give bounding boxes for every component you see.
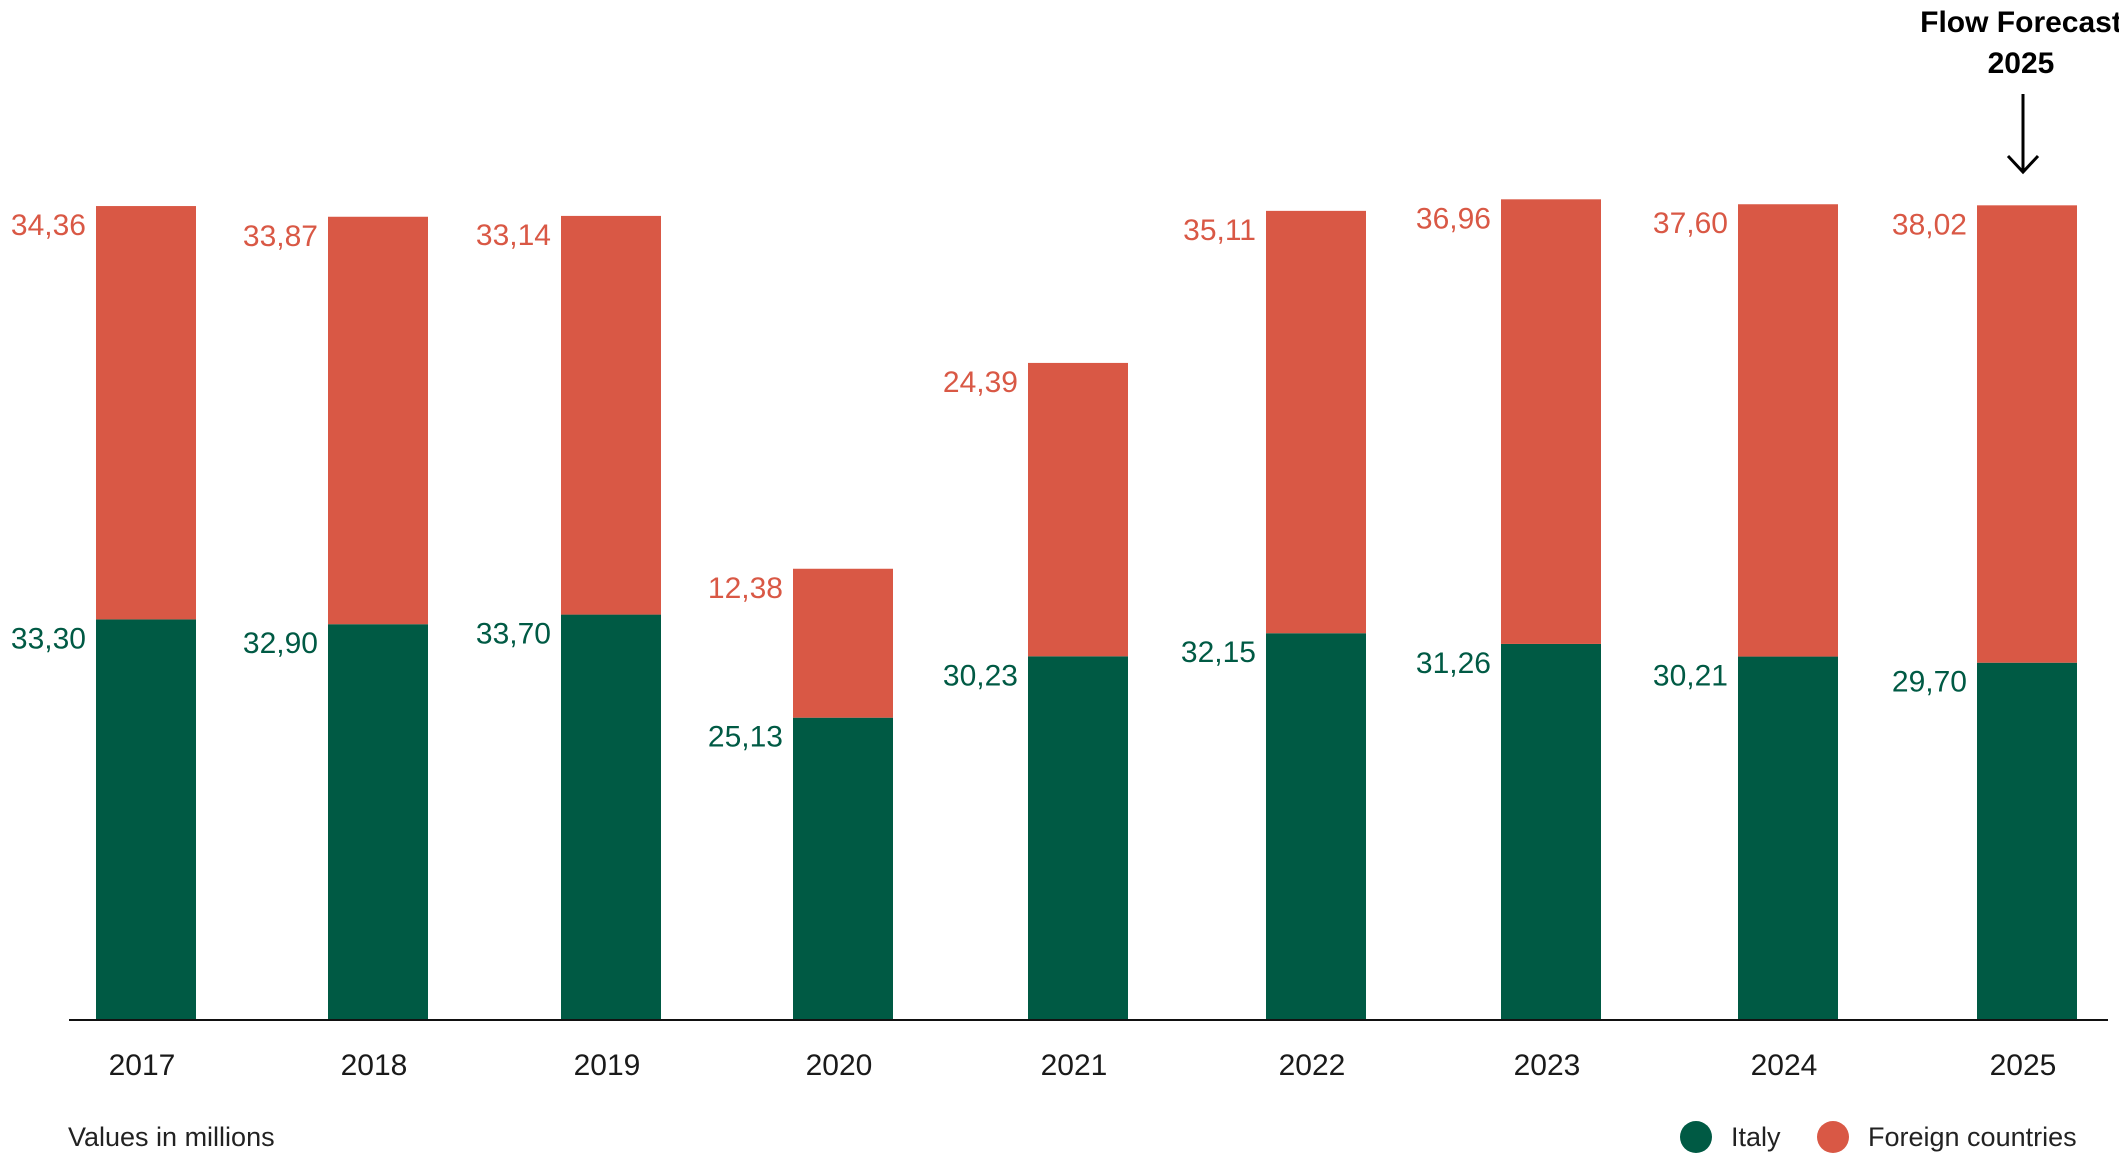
values-note: Values in millions [68,1122,275,1152]
bar-italy-2022 [1266,633,1366,1020]
data-label-foreign-2019: 33,14 [476,219,551,252]
data-label-italy-2018: 32,90 [243,627,318,660]
data-label-italy-2025: 29,70 [1892,666,1967,699]
bar-foreign-2017 [96,206,196,620]
forecast-year: 2025 [1988,47,2055,80]
bar-foreign-2024 [1738,204,1838,657]
bar-italy-2017 [96,619,196,1020]
x-tick-label-2022: 2022 [1279,1049,1346,1082]
data-label-foreign-2025: 38,02 [1892,208,1967,241]
bar-italy-2021 [1028,656,1128,1020]
data-label-italy-2017: 33,30 [11,622,86,655]
legend: Italy Foreign countries [1680,1121,2077,1153]
forecast-title: Flow Forecast [1920,6,2119,39]
forecast-annotation: Flow Forecast 2025 [1920,6,2119,175]
data-label-foreign-2020: 12,38 [708,572,783,605]
legend-swatch-foreign [1817,1121,1849,1153]
x-tick-label-2019: 2019 [574,1049,641,1082]
data-label-italy-2020: 25,13 [708,721,783,754]
data-label-foreign-2023: 36,96 [1416,202,1491,235]
data-label-italy-2021: 30,23 [943,659,1018,692]
data-label-foreign-2022: 35,11 [1183,214,1256,247]
data-label-foreign-2024: 37,60 [1653,207,1728,240]
bar-italy-2020 [793,717,893,1020]
data-label-foreign-2021: 24,39 [943,366,1018,399]
x-tick-label-2021: 2021 [1041,1049,1108,1082]
bar-foreign-2025 [1977,205,2077,663]
x-tick-label-2018: 2018 [341,1049,408,1082]
bar-italy-2024 [1738,656,1838,1020]
bar-italy-2018 [328,624,428,1020]
data-label-italy-2022: 32,15 [1181,636,1256,669]
bar-foreign-2019 [561,215,661,615]
x-tick-label-2023: 2023 [1514,1049,1581,1082]
bar-italy-2025 [1977,662,2077,1020]
bar-foreign-2020 [793,568,893,718]
data-label-foreign-2017: 34,36 [11,209,86,242]
data-label-foreign-2018: 33,87 [243,220,318,253]
bar-italy-2019 [561,614,661,1020]
bar-foreign-2022 [1266,210,1366,634]
legend-swatch-italy [1680,1121,1712,1153]
x-tick-label-2020: 2020 [806,1049,873,1082]
data-label-italy-2024: 30,21 [1653,660,1728,693]
arrow-down-icon [2006,94,2040,175]
x-tick-label-2017: 2017 [109,1049,176,1082]
data-label-italy-2023: 31,26 [1416,647,1491,680]
legend-label-italy: Italy [1731,1122,1781,1152]
x-tick-label-2025: 2025 [1990,1049,2057,1082]
bar-foreign-2023 [1501,199,1601,644]
x-tick-label-2024: 2024 [1751,1049,1818,1082]
bar-foreign-2021 [1028,362,1128,657]
bar-italy-2023 [1501,643,1601,1020]
data-label-italy-2019: 33,70 [476,618,551,651]
legend-label-foreign: Foreign countries [1868,1122,2077,1152]
bar-foreign-2018 [328,216,428,625]
